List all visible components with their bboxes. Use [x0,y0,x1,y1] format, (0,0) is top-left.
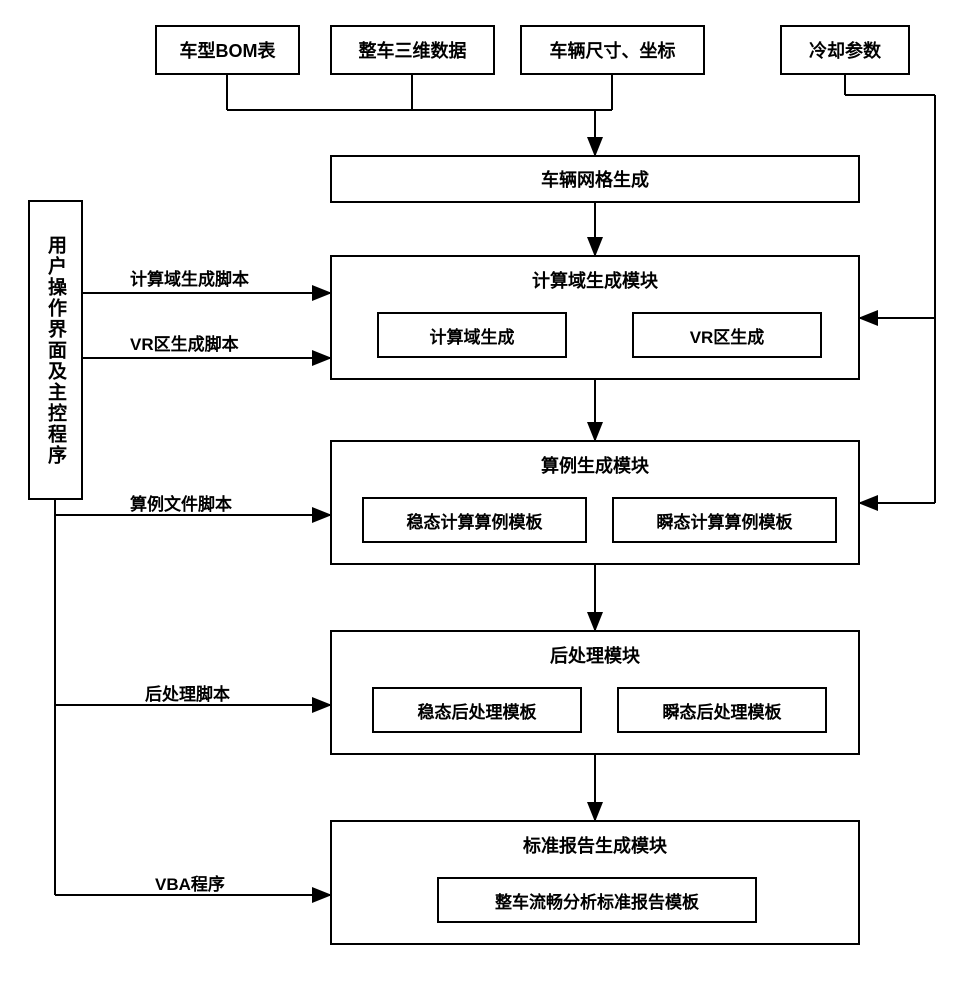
input-dimensions-label: 车辆尺寸、坐标 [550,37,676,63]
post-title: 后处理模块 [332,632,858,668]
post-sub2-label: 瞬态后处理模板 [663,698,782,723]
case-sub1: 稳态计算算例模板 [362,497,587,543]
domain-sub1-label: 计算域生成 [430,323,515,348]
case-module: 算例生成模块 稳态计算算例模板 瞬态计算算例模板 [330,440,860,565]
domain-sub1: 计算域生成 [377,312,567,358]
post-module: 后处理模块 稳态后处理模板 瞬态后处理模板 [330,630,860,755]
label-vba-script: VBA程序 [155,870,225,895]
mesh-box: 车辆网格生成 [330,155,860,203]
case-sub2: 瞬态计算算例模板 [612,497,837,543]
report-module: 标准报告生成模块 整车流畅分析标准报告模板 [330,820,860,945]
input-3d-label: 整车三维数据 [359,37,467,63]
domain-title: 计算域生成模块 [332,257,858,293]
report-sub1: 整车流畅分析标准报告模板 [437,877,757,923]
sidebar-label: 用户操作界面及主控程序 [42,235,69,466]
sidebar-box: 用户操作界面及主控程序 [28,200,83,500]
input-bom: 车型BOM表 [155,25,300,75]
post-sub1: 稳态后处理模板 [372,687,582,733]
mesh-label: 车辆网格生成 [541,166,649,192]
case-title: 算例生成模块 [332,442,858,478]
input-cooling: 冷却参数 [780,25,910,75]
input-3d: 整车三维数据 [330,25,495,75]
case-sub2-label: 瞬态计算算例模板 [657,508,793,533]
input-dimensions: 车辆尺寸、坐标 [520,25,705,75]
case-sub1-label: 稳态计算算例模板 [407,508,543,533]
label-domain-script: 计算域生成脚本 [130,265,249,290]
post-sub1-label: 稳态后处理模板 [418,698,537,723]
label-post-script: 后处理脚本 [145,680,230,705]
report-sub1-label: 整车流畅分析标准报告模板 [495,888,699,913]
domain-module: 计算域生成模块 计算域生成 VR区生成 [330,255,860,380]
input-bom-label: 车型BOM表 [180,37,276,63]
label-case-script: 算例文件脚本 [130,490,232,515]
report-title: 标准报告生成模块 [332,822,858,858]
post-sub2: 瞬态后处理模板 [617,687,827,733]
input-cooling-label: 冷却参数 [809,37,881,63]
label-vr-script: VR区生成脚本 [130,330,239,355]
domain-sub2: VR区生成 [632,312,822,358]
domain-sub2-label: VR区生成 [690,323,765,348]
